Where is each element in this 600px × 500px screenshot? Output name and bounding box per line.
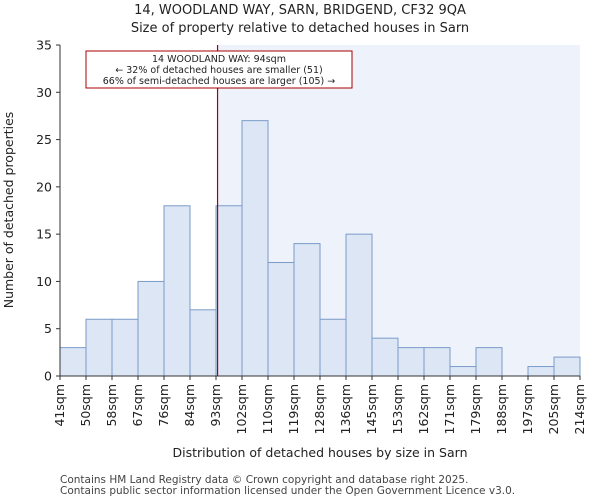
x-tick-label: 179sqm <box>468 384 483 434</box>
x-tick-label: 162sqm <box>416 384 431 434</box>
bar-110sqm <box>267 262 295 377</box>
bars-group <box>59 120 581 377</box>
bar-145sqm <box>371 337 399 377</box>
y-tick-label: 35 <box>36 38 52 53</box>
x-tick-label: 84sqm <box>182 384 197 427</box>
y-tick-label: 20 <box>36 179 52 194</box>
x-tick-label: 93sqm <box>208 384 223 427</box>
x-tick-label: 145sqm <box>364 384 379 434</box>
bar-153sqm <box>397 347 425 377</box>
bar-179sqm <box>475 347 503 377</box>
x-tick-label: 58sqm <box>104 384 119 427</box>
x-ticks-group: 41sqm 50sqm 58sqm 67sqm 76sqm 84sqm 93sqm 102sq… <box>52 376 587 434</box>
x-tick-label: 171sqm <box>442 384 457 434</box>
x-axis-label: Distribution of detached houses by size … <box>172 445 467 460</box>
bar-41sqm <box>59 347 87 377</box>
x-tick-label: 205sqm <box>546 384 561 434</box>
x-tick-label: 50sqm <box>78 384 93 427</box>
footer-line-2: Contains public sector information licen… <box>60 485 516 497</box>
bar-119sqm <box>293 243 321 377</box>
bar-128sqm <box>319 318 347 377</box>
annotation-line-2: ← 32% of detached houses are smaller (51… <box>115 65 322 76</box>
y-tick-label: 0 <box>44 369 52 384</box>
x-tick-label: 197sqm <box>520 384 535 434</box>
chart-title: 14, WOODLAND WAY, SARN, BRIDGEND, CF32 9… <box>134 3 466 18</box>
annotation-line-3: 66% of semi-detached houses are larger (… <box>103 76 336 87</box>
y-tick-label: 10 <box>36 274 52 289</box>
bar-93sqm <box>215 205 243 377</box>
bar-58sqm <box>111 318 139 377</box>
x-tick-label: 128sqm <box>312 384 327 434</box>
bar-67sqm <box>137 280 165 377</box>
bar-197sqm <box>527 366 555 377</box>
chart-subtitle: Size of property relative to detached ho… <box>130 21 470 36</box>
x-tick-label: 119sqm <box>286 384 301 434</box>
x-tick-label: 76sqm <box>156 384 171 427</box>
bar-171sqm <box>449 366 477 377</box>
y-ticks-group: 0 5 10 15 20 25 30 35 <box>36 38 60 384</box>
annotation-line-1: 14 WOODLAND WAY: 94sqm <box>152 54 286 65</box>
bar-76sqm <box>163 205 191 377</box>
bar-102sqm <box>241 120 269 377</box>
y-tick-label: 30 <box>36 85 52 100</box>
bar-205sqm <box>553 356 581 377</box>
footer-line-1: Contains HM Land Registry data © Crown c… <box>60 474 469 486</box>
y-tick-label: 25 <box>36 132 52 147</box>
x-tick-label: 188sqm <box>494 384 509 434</box>
y-axis-label: Number of detached properties <box>1 112 16 309</box>
x-tick-label: 41sqm <box>52 384 67 427</box>
x-tick-label: 67sqm <box>130 384 145 427</box>
bar-162sqm <box>423 347 451 377</box>
x-tick-label: 102sqm <box>234 384 249 434</box>
x-tick-label: 136sqm <box>338 384 353 434</box>
bar-84sqm <box>189 309 217 377</box>
y-tick-label: 15 <box>36 227 52 242</box>
x-tick-label: 153sqm <box>390 384 405 434</box>
y-tick-label: 5 <box>44 321 52 336</box>
x-tick-label: 214sqm <box>572 384 587 434</box>
bar-136sqm <box>345 233 373 377</box>
annotation-box <box>85 50 353 89</box>
bar-50sqm <box>85 318 113 377</box>
x-tick-label: 110sqm <box>260 384 275 434</box>
